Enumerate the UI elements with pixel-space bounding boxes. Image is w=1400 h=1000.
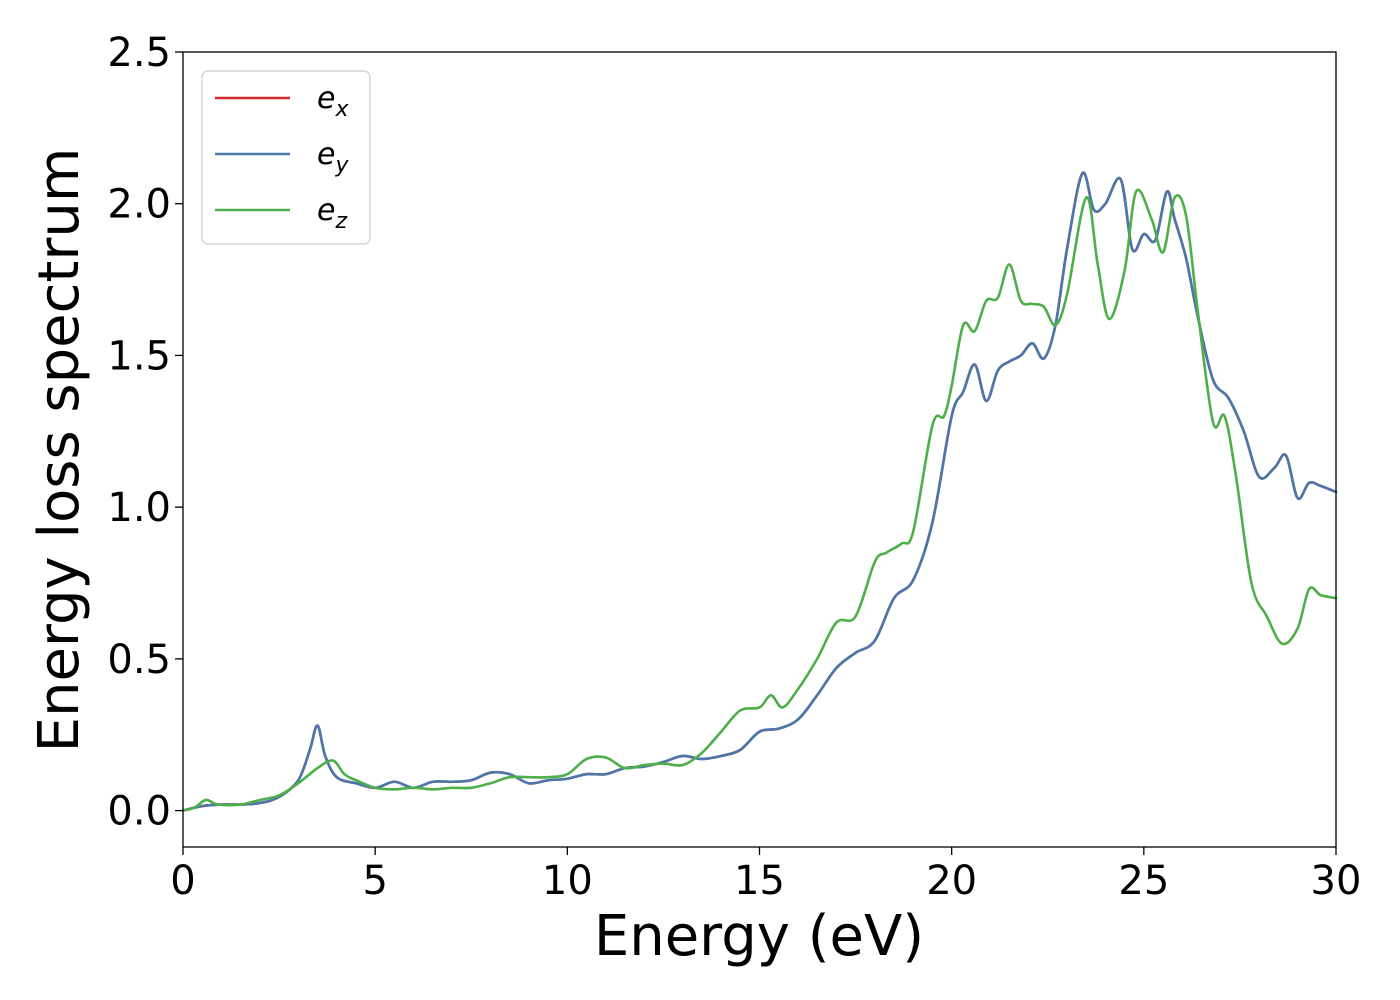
y-tick-label: 2.0 <box>107 182 171 228</box>
x-axis-title: Energy (eV) <box>594 904 924 969</box>
series-line-z <box>181 188 1338 812</box>
y-tick-label: 2.5 <box>107 30 171 76</box>
legend-label-y: ey <box>317 137 349 178</box>
y-tick-label: 1.5 <box>107 333 171 379</box>
series-layer <box>181 171 1338 812</box>
x-tick-label: 15 <box>734 858 785 904</box>
series-line-y <box>181 171 1338 812</box>
y-axis: 0.0 0.5 1.0 1.5 2.0 2.5 <box>107 30 183 835</box>
legend-entries: ex ey ez <box>215 81 349 234</box>
x-tick-label: 20 <box>926 858 977 904</box>
y-tick-label: 0.5 <box>107 637 171 683</box>
y-axis-title: Energy loss spectrum <box>27 148 92 753</box>
y-tick-label: 1.0 <box>107 485 171 531</box>
x-tick-label: 10 <box>542 858 593 904</box>
legend-box <box>201 70 371 245</box>
legend-label-x: ex <box>317 81 349 122</box>
x-tick-label: 30 <box>1311 858 1362 904</box>
x-axis: 0 5 10 15 20 25 30 <box>170 847 1361 904</box>
legend-label-z: ez <box>317 193 347 234</box>
plot-background <box>183 52 1336 847</box>
x-tick-label: 0 <box>170 858 195 904</box>
legend: ex ey ez <box>201 70 371 245</box>
x-tick-label: 5 <box>362 858 387 904</box>
y-tick-label: 0.0 <box>107 789 171 835</box>
x-tick-label: 25 <box>1118 858 1169 904</box>
